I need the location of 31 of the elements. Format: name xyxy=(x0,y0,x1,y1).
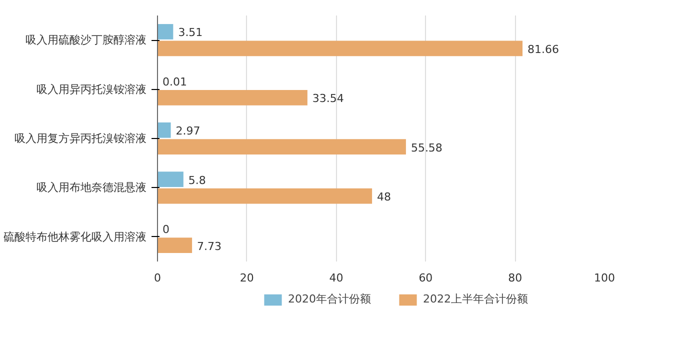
bar xyxy=(158,238,192,253)
y-tick-label: 吸入用复方异丙托溴铵溶液 xyxy=(14,132,146,145)
data-label: 2.97 xyxy=(176,124,200,138)
y-tick-label: 吸入用异丙托溴铵溶液 xyxy=(36,82,146,96)
data-label: 0.01 xyxy=(162,75,188,88)
bar xyxy=(158,90,308,106)
data-label: 7.73 xyxy=(197,240,222,253)
bar xyxy=(158,24,174,40)
x-tick-label: 40 xyxy=(329,272,344,284)
data-label: 33.54 xyxy=(312,92,344,106)
bar xyxy=(158,122,171,138)
bar xyxy=(158,139,406,155)
legend-label: 2022上半年合计份额 xyxy=(423,292,528,306)
bar xyxy=(158,172,184,188)
data-label: 0 xyxy=(162,223,170,236)
bar xyxy=(158,40,523,56)
data-label: 48 xyxy=(377,190,392,204)
x-tick-label: 60 xyxy=(418,272,433,284)
data-label: 5.8 xyxy=(188,174,206,187)
bar xyxy=(158,188,372,204)
data-label: 55.58 xyxy=(410,141,442,154)
x-tick-label: 80 xyxy=(508,272,522,284)
y-tick-label: 吸入用布地奈德混悬液 xyxy=(36,181,146,194)
y-tick-label: 硫酸特布他林雾化吸入用溶液 xyxy=(4,230,146,244)
x-tick-label: 100 xyxy=(594,272,615,284)
data-label: 3.51 xyxy=(178,26,203,40)
x-tick-label: 20 xyxy=(240,272,254,284)
y-tick-label: 吸入用硫酸沙丁胺醇溶液 xyxy=(26,34,146,47)
data-label: 81.66 xyxy=(528,42,560,56)
x-tick-label: 0 xyxy=(154,272,161,284)
legend-label: 2020年合计份额 xyxy=(288,292,371,306)
